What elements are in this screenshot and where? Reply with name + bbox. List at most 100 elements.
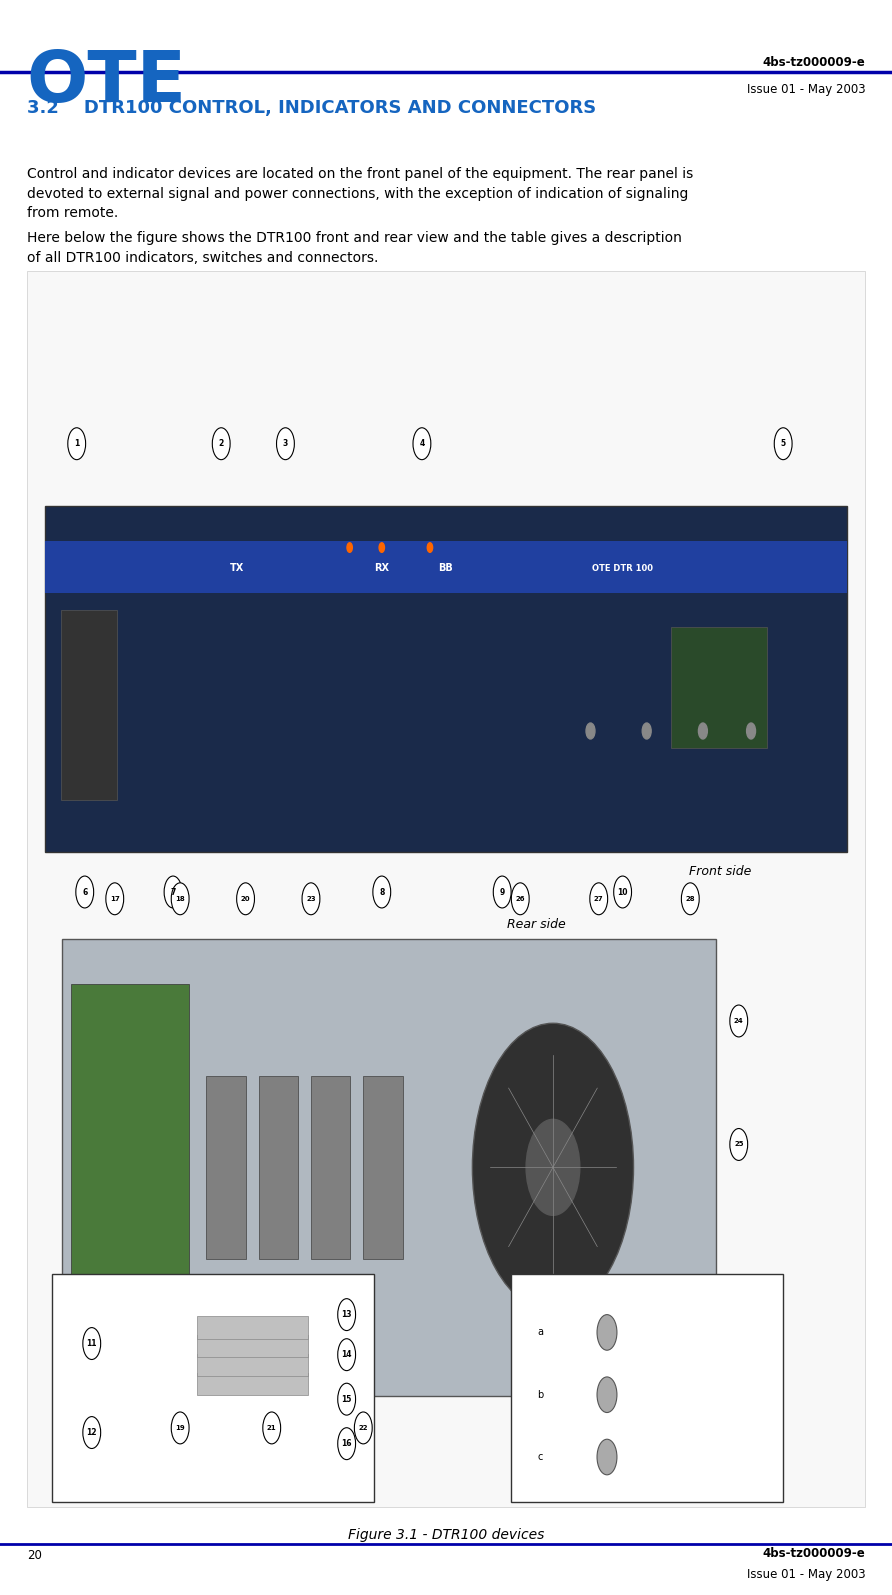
- Circle shape: [597, 1314, 617, 1351]
- Circle shape: [212, 427, 230, 459]
- Circle shape: [730, 1129, 747, 1161]
- Text: 27: 27: [594, 896, 604, 901]
- FancyBboxPatch shape: [511, 1273, 783, 1502]
- Circle shape: [511, 882, 529, 916]
- FancyBboxPatch shape: [206, 1077, 245, 1258]
- Circle shape: [263, 1412, 281, 1443]
- Text: 4: 4: [419, 439, 425, 448]
- Text: 15: 15: [342, 1394, 351, 1404]
- Circle shape: [597, 1439, 617, 1475]
- Circle shape: [106, 882, 124, 916]
- Text: 14: 14: [342, 1351, 352, 1359]
- Text: 28: 28: [685, 896, 695, 901]
- Circle shape: [338, 1338, 356, 1370]
- FancyBboxPatch shape: [71, 984, 189, 1351]
- Text: 10: 10: [617, 887, 628, 896]
- Text: 5: 5: [780, 439, 786, 448]
- Circle shape: [526, 1120, 580, 1215]
- Text: 13: 13: [342, 1309, 352, 1319]
- Circle shape: [338, 1298, 356, 1330]
- FancyBboxPatch shape: [61, 609, 117, 801]
- Text: TX: TX: [230, 563, 244, 573]
- Circle shape: [164, 876, 182, 908]
- Circle shape: [614, 876, 632, 908]
- Text: 4bs-tz000009-e: 4bs-tz000009-e: [763, 56, 865, 69]
- Text: 20: 20: [27, 1549, 42, 1562]
- Circle shape: [473, 1024, 633, 1311]
- Circle shape: [681, 882, 699, 916]
- Circle shape: [277, 427, 294, 459]
- Circle shape: [338, 1383, 356, 1415]
- Text: 4bs-tz000009-e: 4bs-tz000009-e: [763, 1547, 865, 1560]
- Circle shape: [642, 723, 651, 738]
- Text: Figure 3.1 - DTR100 devices: Figure 3.1 - DTR100 devices: [348, 1528, 544, 1542]
- Text: Control and indicator devices are located on the front panel of the equipment. T: Control and indicator devices are locate…: [27, 167, 693, 220]
- Circle shape: [83, 1327, 101, 1359]
- Text: 8: 8: [379, 887, 384, 896]
- Text: 6: 6: [82, 887, 87, 896]
- Text: 19: 19: [176, 1424, 185, 1431]
- Text: 26: 26: [516, 896, 525, 901]
- Text: Issue 01 - May 2003: Issue 01 - May 2003: [747, 83, 865, 96]
- Text: Issue 01 - May 2003: Issue 01 - May 2003: [747, 1568, 865, 1581]
- Circle shape: [302, 882, 320, 916]
- Circle shape: [698, 723, 707, 738]
- Circle shape: [493, 876, 511, 908]
- Circle shape: [427, 542, 433, 552]
- FancyBboxPatch shape: [52, 1273, 374, 1502]
- Text: 20: 20: [241, 896, 251, 901]
- Text: 21: 21: [267, 1424, 277, 1431]
- Circle shape: [379, 542, 384, 552]
- Text: 2: 2: [219, 439, 224, 448]
- Circle shape: [597, 1376, 617, 1413]
- Text: 18: 18: [176, 896, 185, 901]
- FancyBboxPatch shape: [197, 1316, 309, 1338]
- Text: 17: 17: [110, 896, 120, 901]
- Circle shape: [730, 1005, 747, 1037]
- Circle shape: [747, 723, 756, 738]
- Text: 24: 24: [734, 1018, 744, 1024]
- Text: 25: 25: [734, 1142, 744, 1147]
- Text: OTE DTR 100: OTE DTR 100: [592, 563, 653, 573]
- FancyBboxPatch shape: [45, 506, 847, 852]
- Text: Front side: Front side: [689, 864, 751, 877]
- Text: 11: 11: [87, 1340, 97, 1348]
- Circle shape: [76, 876, 94, 908]
- Circle shape: [373, 876, 391, 908]
- Circle shape: [586, 723, 595, 738]
- FancyBboxPatch shape: [62, 938, 716, 1396]
- Text: 3.2    DTR100 CONTROL, INDICATORS AND CONNECTORS: 3.2 DTR100 CONTROL, INDICATORS AND CONNE…: [27, 99, 596, 116]
- Text: Rear side: Rear side: [508, 917, 566, 930]
- Circle shape: [236, 882, 254, 916]
- FancyBboxPatch shape: [671, 627, 767, 748]
- FancyBboxPatch shape: [45, 541, 847, 592]
- Circle shape: [590, 882, 607, 916]
- Text: 1: 1: [74, 439, 79, 448]
- Text: 23: 23: [306, 896, 316, 901]
- Circle shape: [338, 1428, 356, 1459]
- FancyBboxPatch shape: [363, 1077, 402, 1258]
- FancyBboxPatch shape: [27, 271, 865, 1507]
- Text: 9: 9: [500, 887, 505, 896]
- Text: c: c: [537, 1451, 542, 1463]
- FancyBboxPatch shape: [197, 1373, 309, 1396]
- FancyBboxPatch shape: [259, 1077, 298, 1258]
- Circle shape: [171, 1412, 189, 1443]
- Text: a: a: [537, 1327, 543, 1338]
- FancyBboxPatch shape: [197, 1335, 309, 1357]
- Text: 12: 12: [87, 1428, 97, 1437]
- Circle shape: [413, 427, 431, 459]
- Text: BB: BB: [439, 563, 453, 573]
- Circle shape: [347, 542, 352, 552]
- Circle shape: [83, 1416, 101, 1448]
- Text: OTE: OTE: [27, 48, 186, 116]
- Text: 16: 16: [342, 1439, 352, 1448]
- FancyBboxPatch shape: [197, 1354, 309, 1376]
- Circle shape: [171, 882, 189, 916]
- Circle shape: [354, 1412, 372, 1443]
- Text: 7: 7: [170, 887, 176, 896]
- Text: b: b: [537, 1389, 543, 1400]
- Text: 22: 22: [359, 1424, 368, 1431]
- FancyBboxPatch shape: [311, 1077, 351, 1258]
- Text: Here below the figure shows the DTR100 front and rear view and the table gives a: Here below the figure shows the DTR100 f…: [27, 231, 681, 265]
